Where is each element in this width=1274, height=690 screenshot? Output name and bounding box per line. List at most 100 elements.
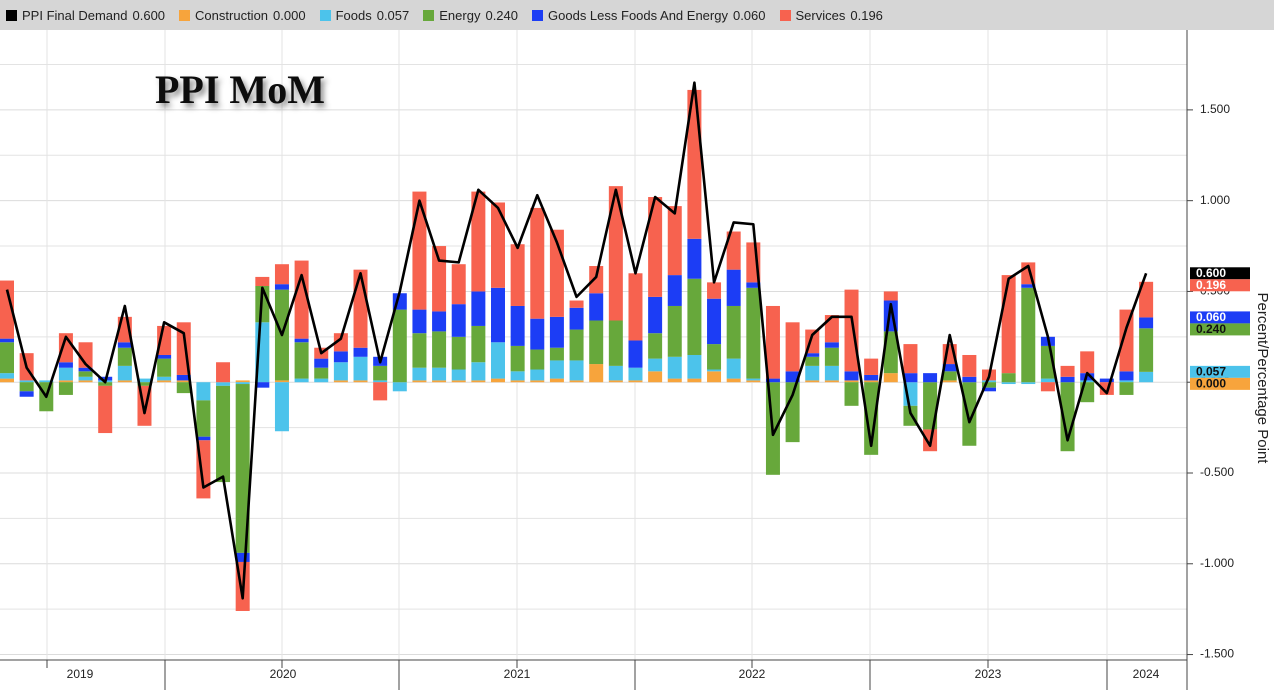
bar-segment [1080, 380, 1095, 383]
bar-segment [471, 325, 486, 363]
bar-segment [58, 362, 73, 368]
bar-segment [196, 436, 211, 441]
bar-segment [726, 231, 741, 270]
bar-segment [353, 347, 368, 357]
bar-segment [176, 380, 191, 383]
legend-value: 0.600 [132, 7, 166, 23]
value-tag [1190, 377, 1250, 390]
bar-segment [216, 385, 231, 483]
bar-segment [255, 382, 270, 388]
value-tag [1190, 323, 1250, 336]
value-tag-label: 0.000 [1196, 377, 1226, 391]
value-tag [1190, 311, 1250, 324]
bar-segment [117, 365, 132, 381]
bar-segment [785, 322, 800, 372]
bar-segment [58, 380, 73, 383]
bar-segment [530, 369, 545, 381]
bar-segment [510, 244, 525, 306]
bar-segment [1021, 382, 1036, 385]
x-year-label: 2019 [67, 667, 94, 681]
legend-item: Construction 0.000 [179, 8, 306, 23]
bar-segment [98, 385, 113, 434]
bar-segment [451, 369, 466, 381]
bar-segment [1060, 365, 1075, 377]
bar-segment [785, 371, 800, 383]
bar-segment [648, 358, 663, 372]
bar-segment [451, 380, 466, 383]
bar-segment [923, 382, 938, 430]
bar-segment [726, 358, 741, 379]
bar-segment [942, 380, 957, 383]
value-tag-label: 0.240 [1196, 322, 1226, 336]
bar-segment [314, 378, 329, 383]
legend-value: 0.060 [732, 7, 766, 23]
bar-segment [589, 266, 604, 294]
y-tick-label: -0.500 [1200, 465, 1234, 479]
bar-segment [746, 378, 761, 381]
bar-segment [196, 382, 211, 401]
bar-segment [471, 362, 486, 381]
bar-segment [432, 380, 447, 383]
bar-segment [176, 382, 191, 394]
bar-segment [333, 333, 348, 352]
y-tick-label: 1.000 [1200, 193, 1230, 207]
bar-segment [726, 378, 741, 383]
bar-segment [883, 331, 898, 374]
bar-segment [648, 333, 663, 359]
bar-segment [1099, 378, 1114, 383]
value-tag-label: 0.600 [1196, 266, 1226, 280]
bar-segment [844, 382, 859, 406]
legend: PPI Final Demand 0.600 Construction 0.000 Fo… [0, 0, 1274, 30]
bar-segment [1119, 371, 1134, 381]
bar-segment [157, 358, 172, 377]
bar-segment [392, 382, 407, 392]
bar-segment [667, 305, 682, 357]
bars [0, 89, 1154, 611]
bar-segment [707, 298, 722, 345]
bar-segment [235, 382, 250, 385]
bar-segment [0, 373, 14, 379]
bar-segment [667, 378, 682, 383]
x-year-label: 2023 [975, 667, 1002, 681]
y-tick-label: 1.500 [1200, 102, 1230, 116]
bar-segment [864, 374, 879, 381]
bar-segment [373, 380, 388, 383]
bar-segment [746, 287, 761, 379]
bar-segment [569, 300, 584, 308]
bar-segment [137, 382, 152, 386]
value-tag-label: 0.057 [1196, 365, 1226, 379]
bar-segment [58, 367, 73, 381]
bar-segment [765, 378, 780, 383]
bar-segment [530, 318, 545, 350]
bar-segment [589, 293, 604, 321]
bar-segment [667, 356, 682, 379]
legend-swatch [779, 9, 791, 21]
bar-segment [432, 311, 447, 332]
bar-segment [844, 380, 859, 383]
bar-segment [157, 376, 172, 381]
bar-segment [805, 353, 820, 357]
bar-segment [1139, 317, 1154, 329]
chart: 1.5001.0000.5000.000-0.500-1.000-1.50020… [0, 30, 1271, 690]
bar-segment [530, 380, 545, 383]
bar-segment [549, 316, 564, 348]
legend-swatch [532, 9, 544, 21]
legend-swatch [423, 9, 435, 21]
bar-segment [569, 329, 584, 361]
value-tag [1190, 365, 1250, 378]
bar-segment [491, 378, 505, 383]
bar-segment [294, 338, 309, 343]
bar-segment [491, 287, 505, 343]
bar-segment [608, 186, 623, 321]
line [5, 81, 1148, 600]
bar-segment [608, 380, 623, 383]
bar-segment [982, 387, 996, 392]
bar-segment [746, 380, 761, 383]
bar-segment [824, 365, 839, 381]
bar-segment [1060, 376, 1075, 383]
bar-segment [412, 367, 427, 381]
bar-segment [707, 371, 722, 383]
bar-segment [844, 371, 859, 381]
bar-segment [687, 278, 702, 355]
